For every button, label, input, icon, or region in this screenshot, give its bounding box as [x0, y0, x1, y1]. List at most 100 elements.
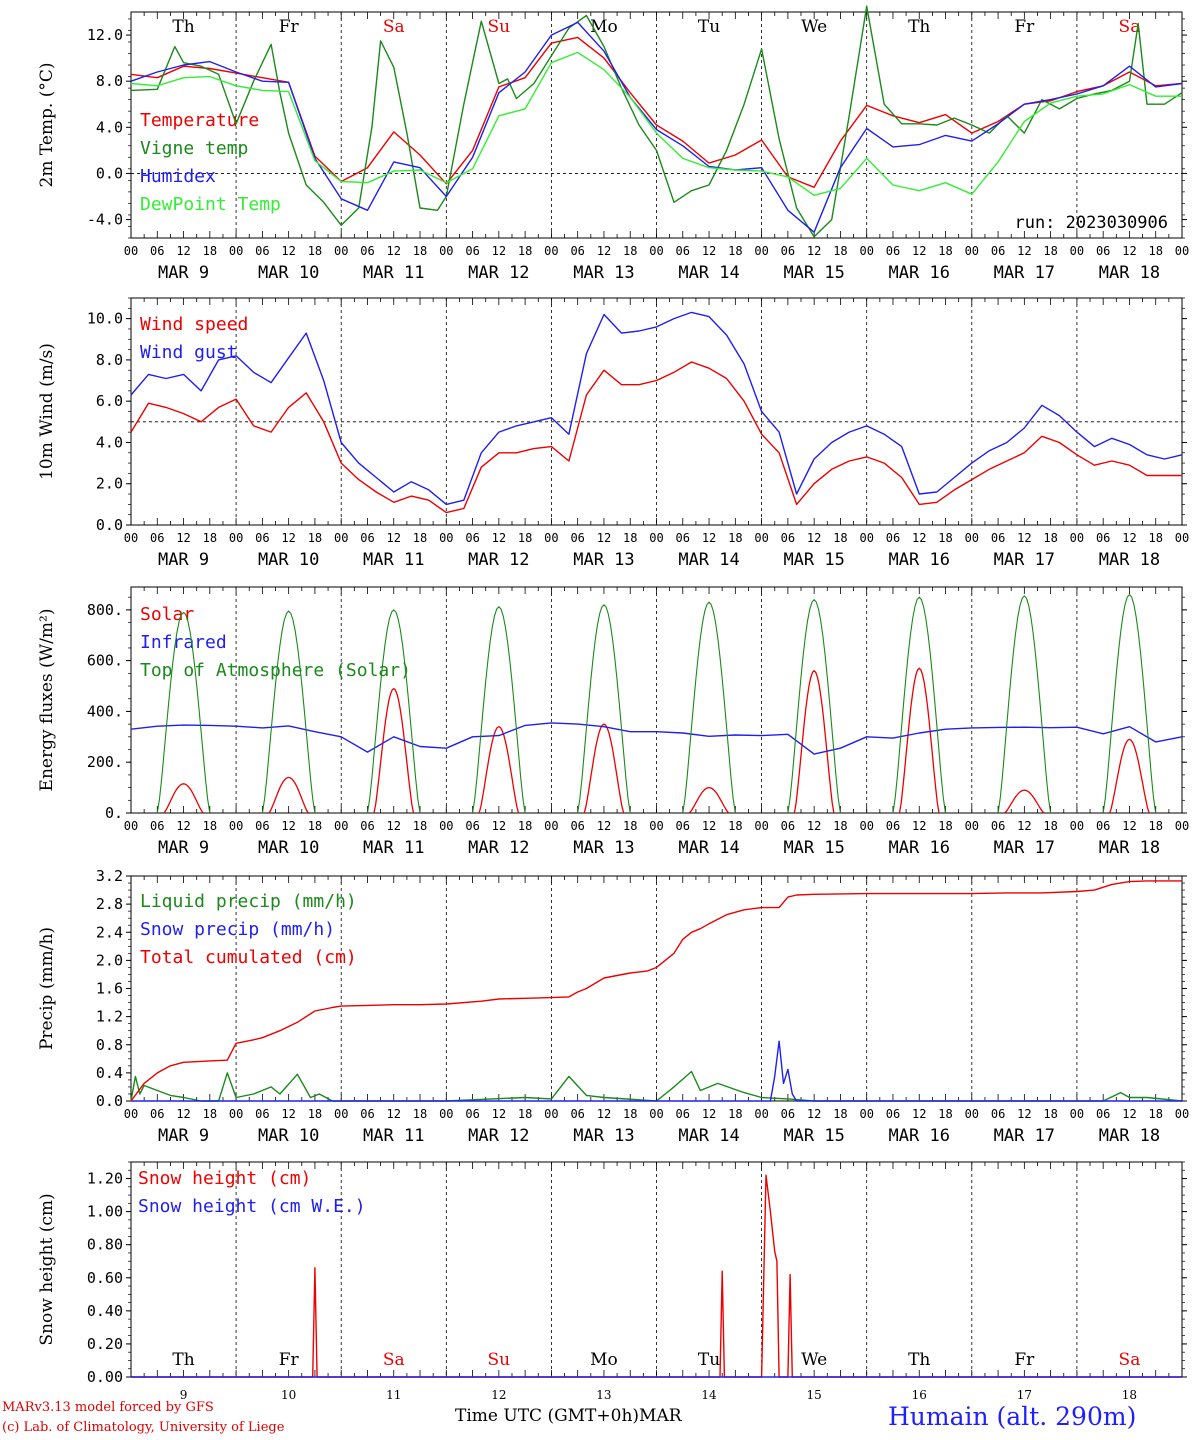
hour-label: 00 — [334, 531, 348, 545]
hour-label: 00 — [229, 1107, 243, 1121]
hour-label: 12 — [387, 244, 401, 258]
legend-series-snow-height-cm-w-e: Snow height (cm W.E.) — [138, 1196, 366, 1217]
day-name: Sa — [1119, 1350, 1141, 1370]
hour-label: 06 — [360, 531, 374, 545]
hour-label: 00 — [649, 244, 663, 258]
hour-label: 18 — [1043, 244, 1057, 258]
hour-label: 18 — [833, 244, 847, 258]
y-tick-label: 0.20 — [87, 1335, 123, 1353]
y-tick-label: 6.0 — [96, 392, 123, 410]
series-wind-speed-line — [130, 361, 1182, 514]
hour-label: 12 — [597, 531, 611, 545]
hour-label: 00 — [229, 819, 243, 833]
hour-label: 18 — [203, 819, 217, 833]
y-tick-label: 0.80 — [87, 1236, 123, 1254]
day-name: Th — [908, 17, 930, 37]
y-tick-label: 12.0 — [87, 26, 123, 44]
hour-label: 12 — [176, 819, 190, 833]
hour-label: 06 — [150, 531, 164, 545]
day-name: Th — [172, 17, 194, 37]
hour-label: 18 — [203, 244, 217, 258]
hour-label: 06 — [991, 244, 1005, 258]
hour-label: 00 — [1175, 1107, 1189, 1121]
hour-label: 06 — [991, 1107, 1005, 1121]
legend-series-humidex: Humidex — [140, 166, 216, 187]
legend-series-vigne-temp: Vigne temp — [140, 138, 248, 159]
hour-label: 06 — [781, 244, 795, 258]
date-label: MAR 10 — [258, 1126, 319, 1146]
x-axis-title: Time UTC (GMT+0h)MAR — [455, 1406, 682, 1426]
hour-label: 06 — [255, 1107, 269, 1121]
hour-label: 00 — [649, 819, 663, 833]
hour-label: 06 — [886, 819, 900, 833]
hour-label: 12 — [281, 819, 295, 833]
hour-label: 00 — [124, 819, 138, 833]
hour-label: 00 — [334, 244, 348, 258]
hour-label: 06 — [1096, 531, 1110, 545]
hour-label: 06 — [676, 531, 690, 545]
hour-label: 18 — [1043, 1107, 1057, 1121]
y-tick-label: 1.2 — [96, 1008, 123, 1026]
hour-label: 18 — [1148, 1107, 1162, 1121]
hour-label: 12 — [1017, 1107, 1031, 1121]
hour-label: 00 — [124, 1107, 138, 1121]
y-axis-title: Precip (mm/h) — [37, 927, 57, 1050]
date-label: MAR 17 — [994, 1126, 1055, 1146]
hour-label: 12 — [1017, 819, 1031, 833]
date-label: MAR 14 — [678, 838, 739, 858]
hour-label: 06 — [991, 819, 1005, 833]
hour-label: 18 — [518, 244, 532, 258]
day-name: Su — [488, 17, 511, 37]
legend-series-solar: Solar — [140, 604, 194, 625]
date-label: MAR 12 — [468, 838, 529, 858]
hour-label: 12 — [387, 531, 401, 545]
hour-label: 12 — [702, 531, 716, 545]
hour-label: 00 — [544, 531, 558, 545]
date-label: MAR 14 — [678, 263, 739, 283]
y-tick-label: 1.00 — [87, 1203, 123, 1221]
date-label: MAR 11 — [363, 838, 424, 858]
hour-label: 18 — [728, 244, 742, 258]
hour-label: 06 — [465, 244, 479, 258]
date-label: MAR 13 — [573, 1126, 634, 1146]
legend-series-infrared: Infrared — [140, 632, 227, 653]
hour-label: 12 — [281, 244, 295, 258]
day-name: Sa — [1119, 17, 1141, 37]
hour-label: 00 — [859, 531, 873, 545]
y-tick-label: 3.2 — [96, 867, 123, 885]
hour-label: 00 — [439, 819, 453, 833]
hour-label: 12 — [1017, 244, 1031, 258]
y-tick-label: 4.0 — [96, 118, 123, 136]
hour-label: 12 — [1122, 819, 1136, 833]
hour-label: 00 — [1175, 819, 1189, 833]
hour-label: 00 — [1070, 1107, 1084, 1121]
legend-series-temperature: Temperature — [140, 110, 259, 131]
date-label: MAR 16 — [889, 838, 950, 858]
legend-series-snow-height-cm: Snow height (cm) — [138, 1168, 311, 1189]
hour-label: 12 — [912, 819, 926, 833]
hour-label: 06 — [570, 244, 584, 258]
hour-label: 06 — [570, 1107, 584, 1121]
hour-label: 12 — [702, 1107, 716, 1121]
date-label: MAR 14 — [678, 550, 739, 570]
y-tick-label: 1.20 — [87, 1170, 123, 1188]
hour-label: 00 — [965, 819, 979, 833]
day-name: Fr — [279, 1350, 300, 1370]
hour-label: 00 — [754, 531, 768, 545]
hour-label: 00 — [1175, 531, 1189, 545]
hour-label: 18 — [413, 244, 427, 258]
hour-label: 06 — [360, 1107, 374, 1121]
y-tick-label: 2.8 — [96, 895, 123, 913]
hour-label: 12 — [597, 819, 611, 833]
y-tick-label: 0. — [105, 804, 123, 822]
hour-label: 00 — [859, 244, 873, 258]
series-humidex-line — [130, 21, 1183, 233]
day-number: 17 — [1017, 1388, 1032, 1402]
hour-label: 06 — [255, 531, 269, 545]
hour-label: 18 — [623, 531, 637, 545]
hour-label: 12 — [807, 244, 821, 258]
day-name: Sa — [383, 17, 405, 37]
date-label: MAR 9 — [158, 838, 209, 858]
hour-label: 18 — [1148, 531, 1162, 545]
y-tick-label: 10.0 — [87, 310, 123, 328]
